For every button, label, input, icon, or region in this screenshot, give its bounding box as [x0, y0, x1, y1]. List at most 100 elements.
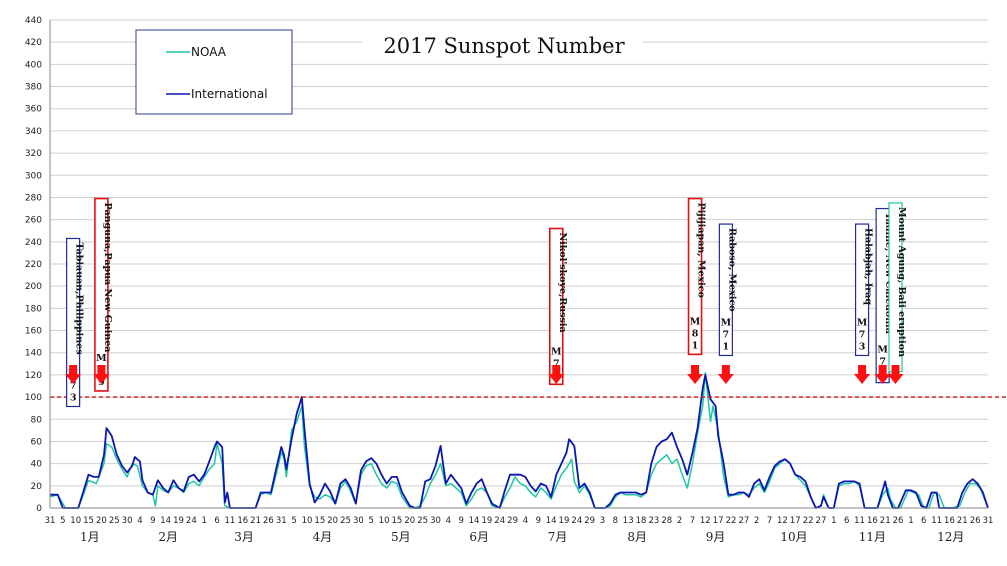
x-tick-label: 17 [713, 516, 724, 526]
y-tick-label: 100 [25, 393, 42, 403]
x-tick-label: 25 [417, 516, 428, 526]
x-tick-label: 11 [931, 516, 942, 526]
x-tick-label: 27 [816, 516, 827, 526]
y-tick-label: 40 [31, 460, 43, 470]
annotation-label: Tabiauan,Philippines [74, 242, 85, 354]
x-tick-label: 10 [70, 516, 81, 526]
x-tick-label: 21 [250, 516, 261, 526]
x-tick-label: 14 [469, 516, 480, 526]
y-tick-label: 360 [25, 105, 42, 115]
y-tick-label: 400 [25, 60, 42, 70]
annotation-magnitude: 8 [692, 328, 699, 339]
annotation-box [94, 197, 109, 392]
y-tick-label: 260 [25, 216, 42, 226]
y-tick-label: 340 [25, 127, 42, 137]
annotation-magnitude: 7 [553, 358, 560, 369]
month-label: 12月 [937, 530, 964, 544]
x-tick-label: 15 [314, 516, 325, 526]
y-tick-label: 380 [25, 83, 42, 93]
annotation-magnitude: 7 [879, 357, 886, 368]
x-tick-label: 19 [559, 516, 570, 526]
month-label: 3月 [234, 530, 254, 544]
y-tick-label: 20 [31, 482, 43, 492]
annotation-magnitude: 3 [859, 341, 866, 352]
annotation-magnitude: 1 [723, 341, 730, 352]
x-tick-label: 12 [700, 516, 711, 526]
x-tick-label: 31 [45, 516, 56, 526]
y-tick-label: 0 [36, 504, 42, 514]
x-tick-label: 26 [970, 516, 981, 526]
x-tick-label: 10 [302, 516, 313, 526]
x-tick-label: 14 [160, 516, 171, 526]
x-tick-label: 4 [446, 516, 451, 526]
month-label: 10月 [780, 530, 807, 544]
x-tick-label: 6 [214, 516, 219, 526]
annotation-magnitude: M [96, 353, 107, 364]
x-tick-label: 29 [584, 516, 595, 526]
x-tick-label: 7 [767, 516, 772, 526]
month-label: 5月 [391, 530, 411, 544]
annotation-magnitude: M [877, 345, 888, 356]
y-tick-label: 300 [25, 171, 42, 181]
x-tick-label: 24 [186, 516, 197, 526]
axes: 0204060801001201401601802002202402602803… [25, 16, 994, 544]
annotation-box [548, 227, 564, 386]
annotation-magnitude: 1 [692, 340, 699, 351]
x-tick-label: 17 [790, 516, 801, 526]
annotation-magnitude: M [690, 316, 701, 327]
x-tick-label: 12 [777, 516, 788, 526]
x-tick-label: 13 [623, 516, 634, 526]
x-tick-label: 26 [893, 516, 904, 526]
annotation-label: Panguna,Papua New Guinea [102, 203, 113, 353]
x-tick-label: 20 [327, 516, 338, 526]
month-label: 6月 [469, 530, 489, 544]
x-tick-label: 20 [404, 516, 415, 526]
x-tick-label: 26 [263, 516, 274, 526]
x-tick-label: 1 [201, 516, 206, 526]
legend-label-international: International [191, 87, 268, 101]
month-label: 7月 [548, 530, 568, 544]
legend-label-noaa: NOAA [191, 45, 227, 59]
x-tick-label: 30 [353, 516, 364, 526]
x-tick-label: 5 [60, 516, 65, 526]
x-tick-label: 5 [369, 516, 374, 526]
x-tick-label: 11 [224, 516, 235, 526]
annotation-magnitude: M [857, 317, 868, 328]
x-tick-label: 16 [237, 516, 248, 526]
y-tick-label: 120 [25, 371, 42, 381]
x-tick-label: 30 [122, 516, 133, 526]
y-tick-label: 280 [25, 193, 42, 203]
x-tick-label: 14 [546, 516, 557, 526]
x-tick-label: 6 [844, 516, 849, 526]
x-tick-label: 1 [831, 516, 836, 526]
annotation-magnitude: M [551, 346, 562, 357]
y-tick-label: 320 [25, 149, 42, 159]
x-tick-label: 9 [458, 516, 463, 526]
y-tick-label: 200 [25, 282, 42, 292]
annotation-label: Raboso, Mexico [726, 228, 737, 312]
x-tick-label: 4 [137, 516, 142, 526]
event-annotations: Tabiauan,PhilippinesM73Panguna,Papua New… [65, 197, 907, 408]
x-tick-label: 6 [921, 516, 926, 526]
y-tick-label: 240 [25, 238, 42, 248]
down-arrow-icon [548, 365, 565, 384]
down-arrow-icon [874, 365, 891, 384]
down-arrow-icon [854, 365, 871, 384]
annotation-label: Nikol'skoye,Russia [557, 233, 568, 333]
x-tick-label: 28 [661, 516, 672, 526]
annotation-magnitude: 3 [70, 392, 77, 403]
down-arrow-icon [887, 365, 904, 384]
x-tick-label: 19 [173, 516, 184, 526]
annotation-magnitude: 7 [859, 329, 866, 340]
y-tick-label: 160 [25, 327, 42, 337]
x-tick-label: 3 [600, 516, 605, 526]
x-tick-label: 31 [276, 516, 287, 526]
annotation-label: Mount Agung, Bali eruption [896, 207, 907, 357]
x-tick-label: 15 [392, 516, 403, 526]
month-label: 1月 [80, 530, 100, 544]
series-line-noaa [49, 371, 989, 509]
title-background [362, 32, 642, 60]
x-tick-label: 19 [481, 516, 492, 526]
y-tick-label: 60 [31, 437, 43, 447]
annotation-magnitude: 7 [723, 329, 730, 340]
